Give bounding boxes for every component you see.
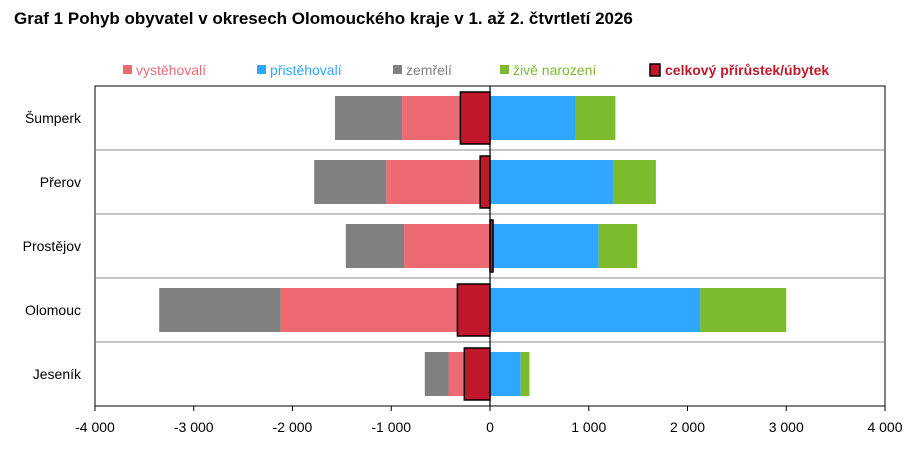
bar-zive-narozeni (613, 160, 656, 204)
category-label: Jeseník (33, 366, 82, 382)
bar-zemreli (345, 224, 405, 268)
bar-celkovy (459, 91, 491, 145)
bar-celkovy (456, 283, 491, 337)
bar-pristehovali (490, 224, 599, 268)
category-label: Olomouc (25, 302, 81, 318)
legend-label-zive_narozeni: živě narození (513, 62, 596, 78)
legend-swatch-celkovy (649, 63, 661, 77)
bar-vystehovali (404, 224, 490, 268)
legend-label-pristehovali: přistěhovalí (270, 62, 342, 78)
x-tick-label: -2 000 (273, 419, 313, 435)
bar-vystehovali (280, 288, 490, 332)
bar-zemreli (424, 352, 449, 396)
bar-zive-narozeni (520, 352, 530, 396)
bar-pristehovali (490, 160, 614, 204)
bar-zive-narozeni (700, 288, 787, 332)
bar-vystehovali (386, 160, 490, 204)
category-label: Přerov (40, 174, 81, 190)
bar-zemreli (159, 288, 281, 332)
category-label: Prostějov (23, 238, 81, 254)
bar-zemreli (314, 160, 387, 204)
x-tick-label: -4 000 (75, 419, 115, 435)
category-label: Šumperk (25, 110, 82, 126)
x-tick-label: 1 000 (571, 419, 606, 435)
legend-label-celkovy: celkový přírůstek/úbytek (665, 62, 829, 78)
category-labels: Šumperk Přerov Prostějov Olomouc Jeseník (23, 110, 82, 382)
legend-label-vystehovali: vystěhovalí (136, 62, 206, 78)
bar-zive-narozeni (575, 96, 616, 140)
legend-label-zemreli: zemřelí (406, 62, 452, 78)
legend-swatch-zemreli (393, 65, 402, 74)
bar-zive-narozeni (598, 224, 638, 268)
legend-swatch-zive_narozeni (500, 65, 509, 74)
x-tick-label: 2 000 (670, 419, 705, 435)
bar-zemreli (334, 96, 403, 140)
x-tick-label: -3 000 (174, 419, 214, 435)
legend-swatch-vystehovali (123, 65, 132, 74)
tick-labels: -4 000 -3 000 -2 000 -1 000 0 1 000 2 000 3 000… (75, 419, 903, 435)
x-tick-label: -1 000 (371, 419, 411, 435)
chart-title: Graf 1 Pohyb obyvatel v okresech Olomouc… (14, 9, 633, 28)
x-tick-label: 0 (486, 419, 494, 435)
bar-pristehovali (490, 96, 576, 140)
x-tick-label: 4 000 (867, 419, 902, 435)
x-tick-label: 3 000 (769, 419, 804, 435)
legend-swatch-pristehovali (257, 65, 266, 74)
bar-pristehovali (490, 288, 701, 332)
legend: vystěhovalí přistěhovalí zemřelí živě naroz… (123, 62, 829, 78)
axes (94, 86, 886, 411)
bar-pristehovali (490, 352, 521, 396)
bar-celkovy (479, 155, 491, 209)
bars (159, 91, 787, 401)
bar-celkovy (463, 347, 491, 401)
